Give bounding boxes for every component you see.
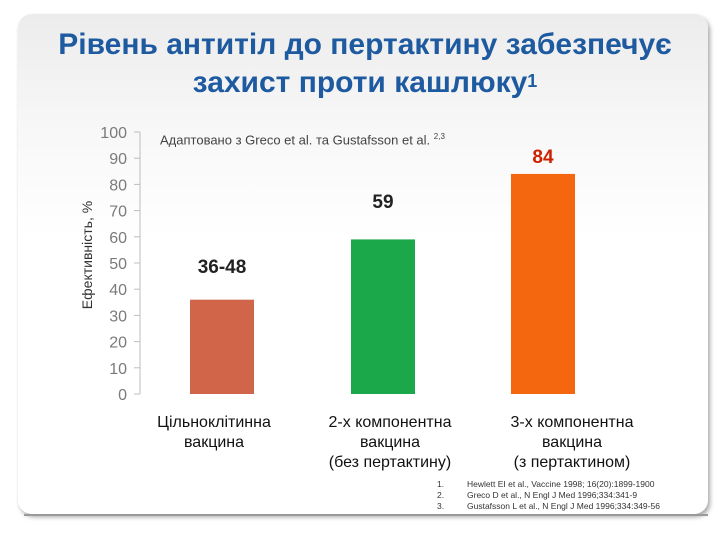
y-tick-label: 80	[109, 177, 127, 194]
data-label: 84	[532, 147, 554, 168]
y-tick-label: 40	[109, 282, 127, 299]
references: 1. Hewlett EI et al., Vaccine 1998; 16(2…	[437, 479, 660, 512]
chart-subtitle: Адаптовано з Greco et al. та Gustafsson …	[160, 132, 445, 147]
y-tick-label: 60	[109, 230, 127, 247]
title-line-2: захист проти кашлюку	[192, 66, 528, 99]
reference-item: 2. Greco D et al., N Engl J Med 1996;334…	[437, 490, 660, 501]
bottom-divider	[24, 514, 708, 516]
y-tick-label: 70	[109, 204, 127, 221]
category-label-line: 2-х компонентна	[329, 414, 452, 431]
y-tick-label: 0	[118, 387, 127, 404]
reference-item: 1. Hewlett EI et al., Vaccine 1998; 16(2…	[437, 479, 660, 490]
subtitle-superscript: 2,3	[433, 132, 445, 141]
reference-text: Greco D et al., N Engl J Med 1996;334:34…	[467, 490, 638, 500]
y-tick-label: 90	[109, 151, 127, 168]
bar-layer	[190, 173, 575, 394]
title-line-1: Рівень антитіл до пертактину забезпечує	[58, 28, 672, 61]
category-label-line: (без пертактину)	[329, 454, 451, 471]
slide-title: Рівень антитіл до пертактину забезпечує …	[20, 26, 710, 102]
category-label-line: вакцина	[360, 434, 420, 451]
reference-number: 1.	[437, 479, 445, 489]
y-tick-label: 100	[100, 125, 127, 142]
y-tick-label: 30	[109, 308, 127, 325]
category-label-line: вакцина	[184, 434, 244, 451]
reference-number: 2.	[437, 490, 445, 500]
y-tick-label: 50	[109, 256, 127, 273]
category-label: 3-х компонентна вакцина (з пертактином)	[511, 414, 634, 471]
category-label: 2-х компонентна вакцина (без пертактину)	[329, 414, 452, 471]
category-label-line: Цільноклітинна	[157, 414, 271, 431]
y-tick-label: 20	[109, 335, 127, 352]
subtitle-text: Адаптовано з Greco et al. та Gustafsson …	[160, 132, 431, 148]
reference-item: 3. Gustafsson L et al., N Engl J Med 199…	[437, 501, 660, 512]
category-layer: Цільноклітинна вакцина 2-х компонентна вакц…	[157, 414, 633, 471]
data-label: 59	[372, 192, 393, 213]
axis-layer: 0 10 20 30 40 50 60 70 80 90 100	[100, 125, 141, 404]
category-label-line: вакцина	[542, 434, 602, 451]
y-axis-label: Ефективність, %	[79, 201, 95, 309]
reference-text: Hewlett EI et al., Vaccine 1998; 16(20):…	[467, 479, 655, 489]
y-tick-label: 10	[109, 361, 127, 378]
bar	[511, 173, 575, 394]
category-label-line: 3-х компонентна	[511, 414, 634, 431]
bar	[190, 299, 254, 394]
category-label-line: (з пертактином)	[514, 454, 631, 471]
bar	[351, 239, 415, 394]
category-label: Цільноклітинна вакцина	[157, 414, 271, 451]
title-superscript: 1	[527, 71, 538, 91]
data-label: 36-48	[198, 257, 247, 278]
reference-text: Gustafsson L et al., N Engl J Med 1996;3…	[467, 501, 660, 511]
label-layer: 36-48 59 84	[198, 147, 554, 278]
reference-number: 3.	[437, 501, 445, 511]
